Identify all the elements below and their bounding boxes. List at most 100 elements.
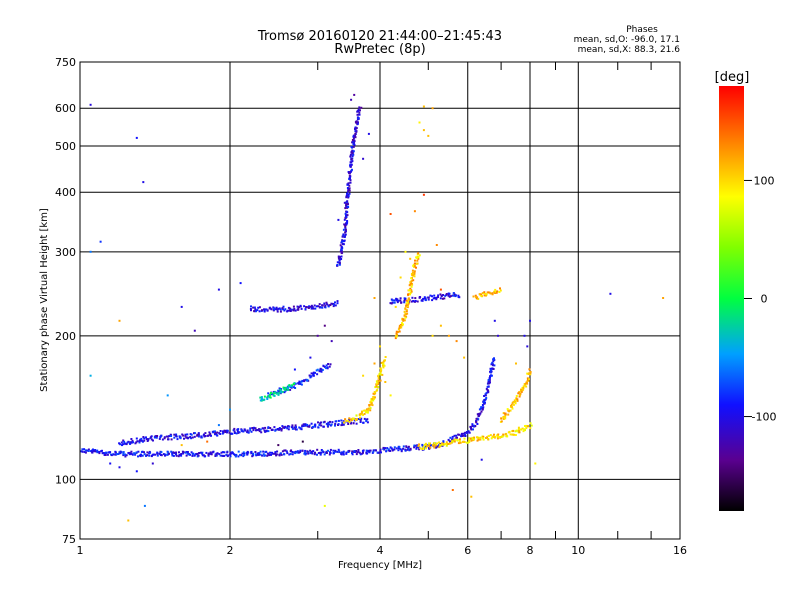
data-point: [83, 451, 86, 453]
data-point: [336, 300, 339, 303]
data-point: [472, 295, 475, 298]
data-point: [240, 454, 243, 457]
data-point: [389, 213, 392, 215]
data-point: [489, 371, 492, 374]
data-point: [489, 375, 492, 378]
data-point: [302, 423, 305, 426]
data-point: [147, 439, 150, 441]
data-point: [83, 448, 86, 451]
data-point: [134, 452, 137, 455]
data-point: [312, 450, 315, 453]
data-point: [377, 386, 380, 388]
data-point: [308, 424, 311, 427]
data-point: [256, 453, 259, 456]
data-point: [220, 451, 223, 454]
data-point: [333, 303, 335, 306]
data-point: [351, 139, 354, 141]
data-point: [303, 451, 306, 454]
data-point: [283, 453, 286, 456]
data-point: [223, 454, 226, 457]
data-point: [330, 423, 333, 426]
data-point: [114, 451, 117, 454]
data-point: [402, 447, 405, 450]
data-point: [477, 414, 480, 417]
data-point: [235, 432, 238, 435]
data-point: [331, 421, 334, 424]
data-point: [485, 387, 488, 390]
data-point: [367, 132, 370, 135]
data-point: [178, 451, 180, 454]
data-point: [411, 296, 414, 299]
data-point: [518, 391, 521, 394]
data-point: [175, 453, 177, 456]
data-point: [468, 441, 471, 444]
data-point: [475, 417, 478, 420]
data-point: [370, 400, 373, 403]
data-point: [252, 452, 254, 455]
data-point: [322, 451, 325, 454]
data-point: [294, 387, 297, 389]
data-point: [457, 294, 460, 297]
data-point: [486, 389, 489, 391]
data-point: [176, 438, 179, 441]
data-point: [289, 307, 292, 310]
data-point: [193, 454, 196, 457]
data-point: [269, 396, 272, 399]
data-point: [348, 418, 350, 421]
data-point: [319, 306, 322, 309]
data-point: [366, 408, 369, 411]
data-point: [463, 437, 466, 440]
data-point: [425, 447, 427, 450]
data-point: [174, 434, 177, 437]
data-point: [458, 440, 461, 443]
data-point: [214, 430, 216, 433]
data-point: [354, 134, 356, 137]
data-point: [250, 309, 252, 312]
data-point: [355, 120, 358, 123]
data-point: [288, 425, 291, 428]
data-point: [480, 410, 483, 413]
phase-info-heading: Phases: [626, 25, 658, 35]
data-point: [241, 430, 244, 433]
data-point: [313, 453, 316, 456]
data-point: [416, 300, 419, 303]
data-point: [275, 453, 278, 456]
data-point: [137, 455, 139, 458]
data-point: [403, 301, 406, 304]
data-point: [304, 423, 307, 426]
data-point: [397, 331, 399, 333]
data-point: [221, 451, 224, 454]
data-point: [347, 171, 350, 173]
data-point: [408, 292, 411, 295]
data-point: [273, 426, 276, 429]
data-point: [254, 427, 257, 430]
data-point: [312, 372, 315, 375]
data-point: [488, 377, 491, 380]
data-point: [314, 307, 317, 310]
data-point: [239, 282, 242, 285]
data-point: [291, 453, 294, 456]
data-point: [521, 389, 524, 392]
data-point: [175, 433, 178, 436]
data-point: [156, 454, 159, 457]
data-point: [231, 452, 234, 455]
data-point: [336, 302, 339, 305]
data-point: [340, 248, 343, 251]
data-point: [425, 444, 428, 447]
data-point: [279, 452, 282, 455]
data-point: [355, 453, 358, 456]
data-point: [484, 293, 487, 295]
data-point: [261, 454, 264, 457]
phase-info-x: mean, sd,X: 88.3, 21.6: [578, 45, 681, 55]
data-point: [247, 451, 250, 454]
data-point: [321, 304, 324, 307]
data-point: [105, 451, 108, 454]
data-point: [310, 307, 313, 310]
data-point: [355, 422, 358, 425]
data-point: [351, 450, 354, 453]
data-point: [474, 425, 477, 427]
data-point: [311, 452, 314, 455]
data-point: [405, 445, 408, 448]
data-point: [200, 435, 203, 438]
